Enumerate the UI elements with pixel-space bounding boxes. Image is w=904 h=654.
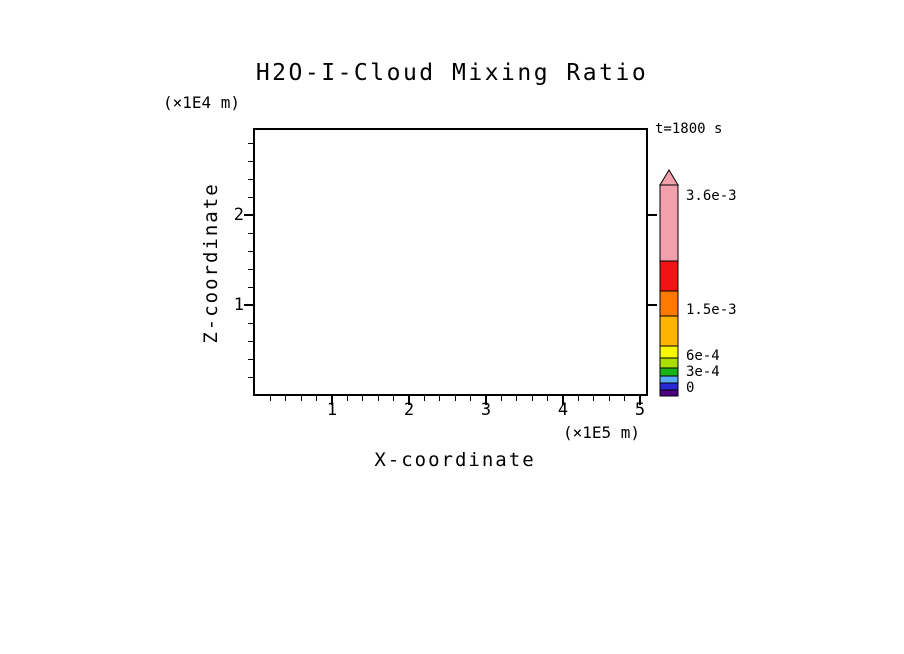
x-tick-label: 4	[557, 400, 569, 420]
axis-tick	[562, 396, 564, 405]
colorbar-tick-label: 3e-4	[686, 364, 720, 380]
x-tick-label: 5	[634, 400, 646, 420]
colorbar	[658, 169, 680, 397]
axis-tick	[393, 396, 395, 401]
axis-tick	[648, 304, 657, 306]
axis-tick	[454, 396, 456, 401]
axis-tick	[248, 358, 253, 360]
time-label: t=1800 s	[655, 121, 723, 137]
axis-tick	[577, 396, 579, 401]
y-axis-title: Z-coordinate	[200, 182, 222, 344]
axis-tick	[547, 396, 549, 401]
axis-tick	[408, 396, 410, 405]
axis-tick	[331, 396, 333, 405]
colorbar-svg	[659, 169, 679, 397]
axis-tick	[624, 396, 626, 401]
axis-tick	[485, 396, 487, 405]
colorbar-tick-label: 6e-4	[686, 348, 720, 364]
axis-tick	[300, 396, 302, 401]
axis-tick	[439, 396, 441, 401]
axis-tick	[608, 396, 610, 401]
axis-tick	[316, 396, 318, 401]
axis-tick	[248, 322, 253, 324]
axis-tick	[248, 142, 253, 144]
axis-tick	[377, 396, 379, 401]
axis-tick	[648, 214, 657, 216]
axis-tick	[248, 268, 253, 270]
axis-tick	[248, 196, 253, 198]
plot-title: H2O-I-Cloud Mixing Ratio	[255, 60, 649, 86]
axis-tick	[500, 396, 502, 401]
axis-tick	[244, 214, 253, 216]
x-axis-unit-label: (×1E5 m)	[563, 423, 641, 442]
axis-tick	[248, 160, 253, 162]
colorbar-tick-label: 0	[686, 380, 695, 396]
y-tick-label: 1	[233, 295, 244, 315]
axis-tick	[516, 396, 518, 401]
axis-tick	[248, 340, 253, 342]
plot-area	[253, 128, 648, 396]
axis-tick	[470, 396, 472, 401]
axis-tick	[531, 396, 533, 401]
axis-tick	[423, 396, 425, 401]
x-tick-label: 2	[403, 400, 415, 420]
axis-tick	[593, 396, 595, 401]
axis-tick	[639, 396, 641, 405]
axis-tick	[244, 304, 253, 306]
axis-tick	[248, 250, 253, 252]
axis-tick	[248, 376, 253, 378]
axis-tick	[248, 286, 253, 288]
x-axis-title: X-coordinate	[374, 449, 536, 471]
y-axis-unit-label: (×1E4 m)	[163, 93, 241, 112]
axis-tick	[362, 396, 364, 401]
colorbar-tick-label: 3.6e-3	[686, 188, 737, 204]
axis-tick	[346, 396, 348, 401]
axis-tick	[248, 178, 253, 180]
x-tick-label: 3	[480, 400, 492, 420]
y-tick-label: 2	[233, 205, 244, 225]
axis-tick	[248, 232, 253, 234]
colorbar-tick-label: 1.5e-3	[686, 302, 737, 318]
x-tick-label: 1	[326, 400, 338, 420]
axis-tick	[285, 396, 287, 401]
axis-tick	[269, 396, 271, 401]
